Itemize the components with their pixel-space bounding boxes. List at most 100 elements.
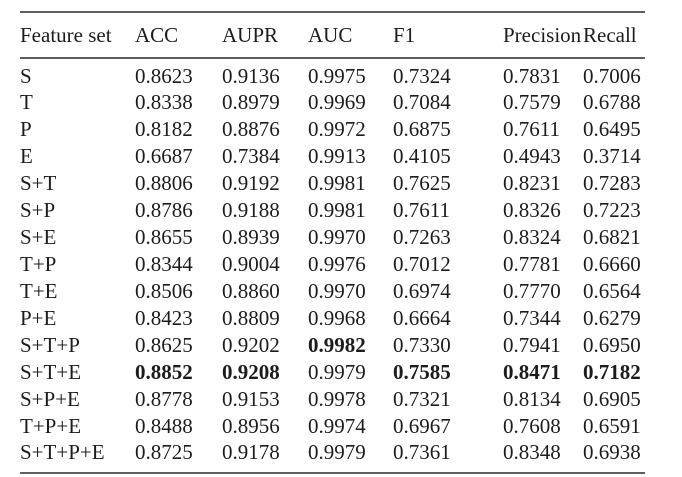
metric-value: 0.7384: [222, 144, 280, 168]
metric-value: 0.8778: [135, 387, 193, 411]
col-header-recall: Recall: [583, 12, 645, 59]
metric-value: 0.7585: [393, 360, 451, 384]
metric-value: 0.9974: [308, 414, 366, 438]
metric-value: 0.4105: [393, 144, 451, 168]
feature-set-label: S+P+E: [20, 387, 80, 411]
metric-value: 0.9979: [308, 440, 366, 464]
metric-value: 0.6821: [583, 225, 641, 249]
metric-value: 0.7012: [393, 252, 451, 276]
table-row: T+P 0.8344 0.9004 0.9976 0.7012 0.7781 0.6660: [20, 251, 645, 278]
metric-value: 0.8725: [135, 440, 193, 464]
metric-value: 0.9202: [222, 333, 280, 357]
metric-value: 0.7330: [393, 333, 451, 357]
metric-value: 0.8939: [222, 225, 280, 249]
metric-value: 0.8956: [222, 414, 280, 438]
metric-value: 0.7361: [393, 440, 451, 464]
metric-value: 0.8348: [503, 440, 561, 464]
feature-set-label: T+E: [20, 279, 58, 303]
metric-value: 0.6687: [135, 144, 193, 168]
metric-value: 0.9972: [308, 117, 366, 141]
metric-value: 0.6788: [583, 90, 641, 114]
metric-value: 0.8423: [135, 306, 193, 330]
table-row: T+P+E 0.8488 0.8956 0.9974 0.6967 0.7608 0.659…: [20, 413, 645, 440]
metric-value: 0.9004: [222, 252, 280, 276]
col-header-acc: ACC: [135, 12, 222, 59]
metric-value: 0.9913: [308, 144, 366, 168]
feature-set-label: E: [20, 144, 33, 168]
metric-value: 0.7579: [503, 90, 561, 114]
feature-set-label: T+P+E: [20, 414, 82, 438]
metric-value: 0.6564: [583, 279, 641, 303]
table-row: S+P+E 0.8778 0.9153 0.9978 0.7321 0.8134 0.690…: [20, 386, 645, 413]
metric-value: 0.6905: [583, 387, 641, 411]
metric-value: 0.8338: [135, 90, 193, 114]
metric-value: 0.9188: [222, 198, 280, 222]
header-row: Feature set ACC AUPR AUC F1 Precision Re…: [20, 12, 645, 59]
metric-value: 0.7324: [393, 64, 451, 88]
metric-value: 0.3714: [583, 144, 641, 168]
metric-value: 0.6591: [583, 414, 641, 438]
feature-set-label: T: [20, 90, 33, 114]
metric-value: 0.9136: [222, 64, 280, 88]
metric-value: 0.4943: [503, 144, 561, 168]
metric-value: 0.7283: [583, 171, 641, 195]
metric-value: 0.8506: [135, 279, 193, 303]
feature-set-label: S+T+P+E: [20, 440, 105, 464]
metric-value: 0.7611: [503, 117, 560, 141]
metric-value: 0.9982: [308, 333, 366, 357]
metric-value: 0.8860: [222, 279, 280, 303]
feature-set-label: S+T+E: [20, 360, 82, 384]
metric-value: 0.9970: [308, 225, 366, 249]
metric-value: 0.9208: [222, 360, 280, 384]
metric-value: 0.7770: [503, 279, 561, 303]
table-row: P+E 0.8423 0.8809 0.9968 0.6664 0.7344 0.6279: [20, 305, 645, 332]
metric-value: 0.6660: [583, 252, 641, 276]
metric-value: 0.8655: [135, 225, 193, 249]
metric-value: 0.7625: [393, 171, 451, 195]
metric-value: 0.7006: [583, 64, 641, 88]
metric-value: 0.9970: [308, 279, 366, 303]
metric-value: 0.8471: [503, 360, 561, 384]
metric-value: 0.9981: [308, 171, 366, 195]
col-header-precision: Precision: [503, 12, 583, 59]
metric-value: 0.9979: [308, 360, 366, 384]
metric-value: 0.7084: [393, 90, 451, 114]
feature-set-label: P: [20, 117, 32, 141]
metric-value: 0.8326: [503, 198, 561, 222]
metric-value: 0.9978: [308, 387, 366, 411]
feature-set-label: S+T+P: [20, 333, 80, 357]
metric-value: 0.8979: [222, 90, 280, 114]
metric-value: 0.8488: [135, 414, 193, 438]
feature-set-metrics-table: Feature set ACC AUPR AUC F1 Precision Re…: [20, 11, 645, 474]
metric-value: 0.9153: [222, 387, 280, 411]
table-row: S 0.8623 0.9136 0.9975 0.7324 0.7831 0.7006: [20, 58, 645, 89]
feature-set-label: S+T: [20, 171, 57, 195]
table-row: S+E 0.8655 0.8939 0.9970 0.7263 0.8324 0.6821: [20, 224, 645, 251]
metric-value: 0.8625: [135, 333, 193, 357]
metric-value: 0.6875: [393, 117, 451, 141]
metric-value: 0.8324: [503, 225, 561, 249]
metric-value: 0.9192: [222, 171, 280, 195]
table-row: S+T 0.8806 0.9192 0.9981 0.7625 0.8231 0.7283: [20, 170, 645, 197]
metric-value: 0.6950: [583, 333, 641, 357]
feature-set-label: T+P: [20, 252, 57, 276]
metric-value: 0.9968: [308, 306, 366, 330]
metric-value: 0.9969: [308, 90, 366, 114]
metric-value: 0.6967: [393, 414, 451, 438]
metric-value: 0.8344: [135, 252, 193, 276]
table-row: S+P 0.8786 0.9188 0.9981 0.7611 0.8326 0.7223: [20, 197, 645, 224]
feature-set-label: S+E: [20, 225, 57, 249]
metric-value: 0.8809: [222, 306, 280, 330]
table-row: T+E 0.8506 0.8860 0.9970 0.6974 0.7770 0.6564: [20, 278, 645, 305]
metric-value: 0.8876: [222, 117, 280, 141]
table-row: S+T+E 0.8852 0.9208 0.9979 0.7585 0.8471 0.718…: [20, 359, 645, 386]
metric-value: 0.6664: [393, 306, 451, 330]
feature-set-label: S: [20, 64, 32, 88]
metric-value: 0.7781: [503, 252, 561, 276]
metric-value: 0.6279: [583, 306, 641, 330]
metric-value: 0.9981: [308, 198, 366, 222]
metric-value: 0.8231: [503, 171, 561, 195]
metric-value: 0.7223: [583, 198, 641, 222]
metric-value: 0.8806: [135, 171, 193, 195]
